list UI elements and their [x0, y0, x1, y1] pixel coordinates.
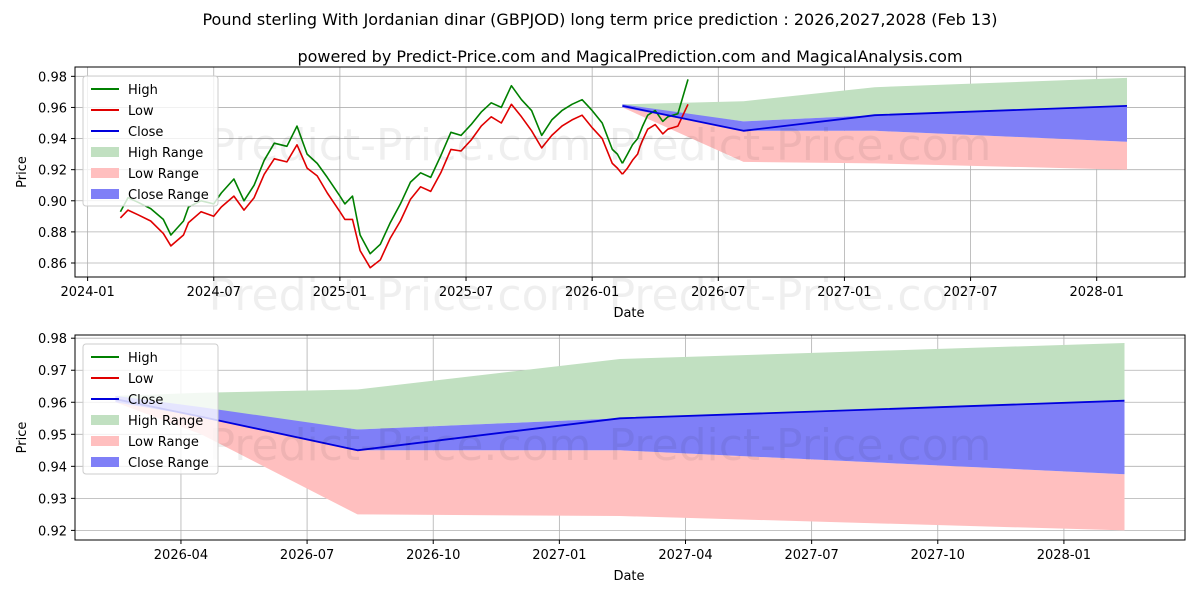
watermark-text: Predict-Price.com: [209, 420, 592, 471]
y-tick-label: 0.98: [38, 70, 67, 85]
legend-label: High Range: [128, 414, 203, 429]
y-axis-label: Price: [15, 422, 30, 454]
y-tick-label: 0.88: [38, 226, 67, 241]
watermark-text: Predict-Price.com: [609, 420, 992, 471]
legend-label: Close: [128, 393, 163, 408]
bottom-panel: Predict-Price.com Predict-Price.com 2026-0…: [15, 332, 1186, 584]
watermark-text: Predict-Price.com: [209, 270, 592, 321]
x-tick-label: 2027-01: [817, 285, 871, 300]
y-tick-label: 0.93: [38, 492, 67, 507]
legend-label: Close Range: [128, 456, 209, 471]
low-series-line: [119, 103, 624, 269]
y-tick-label: 0.96: [38, 101, 67, 116]
x-axis-label: Date: [613, 569, 644, 584]
top-panel: Predict-Price.com Predict-Price.com Predic…: [15, 66, 1186, 321]
y-tick-label: 0.98: [38, 332, 67, 347]
y-tick-label: 0.90: [38, 195, 67, 210]
legend-label: Low Range: [128, 167, 199, 182]
y-tick-label: 0.92: [38, 164, 67, 179]
chart-title: Pound sterling With Jordanian dinar (GBP…: [202, 10, 997, 29]
x-tick-label: 2026-07: [280, 548, 334, 563]
legend-label: Low: [128, 372, 154, 387]
x-tick-label: 2026-10: [406, 548, 460, 563]
legend: High Low Close High Range Low Range Close Ran…: [82, 343, 219, 475]
legend-swatch-patch: [91, 415, 119, 425]
x-tick-label: 2027-07: [784, 548, 838, 563]
legend-swatch-patch: [91, 168, 119, 178]
x-tick-label: 2025-07: [439, 285, 493, 300]
legend-label: Low: [128, 104, 154, 119]
y-tick-label: 0.95: [38, 428, 67, 443]
x-tick-label: 2027-10: [911, 548, 965, 563]
plot-area: [115, 343, 1125, 531]
y-tick-label: 0.94: [38, 133, 67, 148]
legend-swatch-patch: [91, 189, 119, 199]
x-tick-label: 2025-01: [313, 285, 367, 300]
legend-label: Close: [128, 125, 163, 140]
legend-swatch-patch: [91, 147, 119, 157]
y-tick-label: 0.94: [38, 460, 67, 475]
x-tick-label: 2024-01: [60, 285, 114, 300]
low-range-band: [115, 399, 1125, 531]
x-tick-label: 2024-07: [187, 285, 241, 300]
x-axis-label: Date: [613, 306, 644, 321]
y-tick-label: 0.97: [38, 364, 67, 379]
x-tick-label: 2028-01: [1070, 285, 1124, 300]
x-tick-label: 2026-07: [691, 285, 745, 300]
x-tick-label: 2027-07: [943, 285, 997, 300]
x-tick-label: 2027-01: [532, 548, 586, 563]
close-series-line: [622, 105, 1128, 132]
x-tick-label: 2028-01: [1037, 548, 1091, 563]
x-tick-label: 2026-01: [565, 285, 619, 300]
chart-subtitle: powered by Predict-Price.com and Magical…: [297, 47, 962, 66]
y-tick-label: 0.92: [38, 524, 67, 539]
legend-label: Low Range: [128, 435, 199, 450]
low-range-band: [622, 105, 1127, 170]
legend-label: High: [128, 83, 158, 98]
axes-frame: [74, 334, 1186, 541]
watermark-text: Predict-Price.com: [609, 270, 992, 321]
y-tick-label: 0.96: [38, 396, 67, 411]
close-range-band: [115, 395, 1125, 475]
watermark-text: Predict-Price.com: [609, 120, 992, 171]
axes-frame: [74, 66, 1186, 278]
watermark-text: Predict-Price.com: [209, 120, 592, 171]
y-axis-label: Price: [15, 156, 30, 188]
x-tick-label: 2027-04: [658, 548, 712, 563]
y-tick-label: 0.86: [38, 257, 67, 272]
legend-label: Close Range: [128, 188, 209, 203]
legend: High Low Close High Range Low Range Close Ran…: [82, 75, 219, 207]
legend-label: High Range: [128, 146, 203, 161]
low-series-line-recent: [621, 103, 689, 175]
close-range-band: [622, 104, 1127, 142]
legend-swatch-patch: [91, 436, 119, 446]
legend-label: High: [128, 351, 158, 366]
high-range-band: [115, 343, 1125, 430]
legend-swatch-patch: [91, 457, 119, 467]
x-tick-label: 2026-04: [154, 548, 208, 563]
plot-area: [119, 77, 1128, 269]
